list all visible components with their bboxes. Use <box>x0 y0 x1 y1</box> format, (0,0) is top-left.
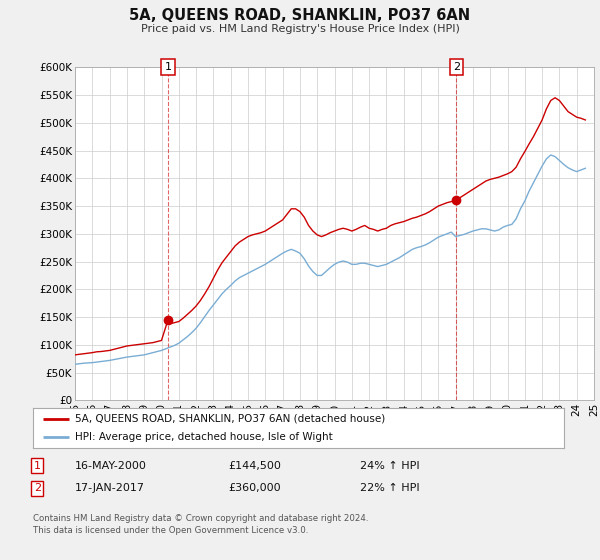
Text: £144,500: £144,500 <box>228 461 281 471</box>
Text: 2: 2 <box>34 483 41 493</box>
Text: Contains HM Land Registry data © Crown copyright and database right 2024.
This d: Contains HM Land Registry data © Crown c… <box>33 514 368 535</box>
Text: 22% ↑ HPI: 22% ↑ HPI <box>360 483 419 493</box>
Text: 2: 2 <box>453 62 460 72</box>
Text: 1: 1 <box>34 461 41 471</box>
Text: 17-JAN-2017: 17-JAN-2017 <box>75 483 145 493</box>
Text: 24% ↑ HPI: 24% ↑ HPI <box>360 461 419 471</box>
Text: Price paid vs. HM Land Registry's House Price Index (HPI): Price paid vs. HM Land Registry's House … <box>140 24 460 34</box>
Text: 5A, QUEENS ROAD, SHANKLIN, PO37 6AN: 5A, QUEENS ROAD, SHANKLIN, PO37 6AN <box>130 8 470 24</box>
Text: 1: 1 <box>164 62 172 72</box>
Text: HPI: Average price, detached house, Isle of Wight: HPI: Average price, detached house, Isle… <box>76 432 333 442</box>
Text: 5A, QUEENS ROAD, SHANKLIN, PO37 6AN (detached house): 5A, QUEENS ROAD, SHANKLIN, PO37 6AN (det… <box>76 414 386 423</box>
Text: 16-MAY-2000: 16-MAY-2000 <box>75 461 147 471</box>
Text: £360,000: £360,000 <box>228 483 281 493</box>
